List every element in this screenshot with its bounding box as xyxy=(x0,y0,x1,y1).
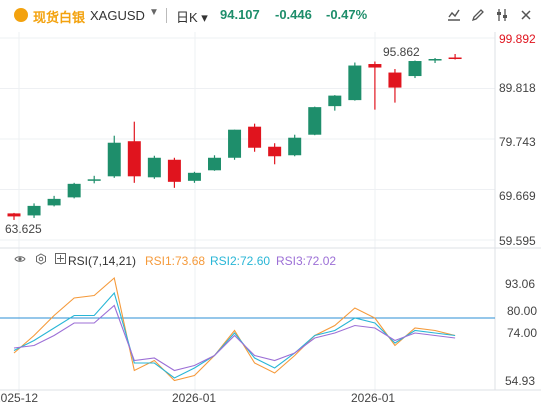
min-price-label: 63.625 xyxy=(5,222,42,236)
candle-body xyxy=(107,142,121,177)
line-chart-icon[interactable] xyxy=(444,5,464,25)
candle-body xyxy=(328,95,342,107)
candle[interactable] xyxy=(228,129,242,160)
time-tick-1: 2025-12 xyxy=(0,391,38,405)
candle-body xyxy=(27,205,41,216)
chevron-down-icon[interactable]: ▼ xyxy=(149,7,159,18)
candle[interactable] xyxy=(127,121,141,183)
rsi2-value: RSI2:72.60 xyxy=(210,254,271,268)
price-tick-4: 69.669 xyxy=(499,189,536,203)
candle-body xyxy=(167,159,181,182)
candle-body xyxy=(388,72,402,88)
symbol-code[interactable]: XAGUSD xyxy=(90,8,145,23)
candle[interactable] xyxy=(67,182,81,199)
period-label: 日K xyxy=(176,10,198,25)
candle-body xyxy=(87,179,101,181)
candle-body xyxy=(268,146,282,157)
close-icon[interactable] xyxy=(516,5,536,25)
candle[interactable] xyxy=(308,106,322,136)
rsi-legend: RSI(7,14,21) RSI1:73.68 RSI2:72.60 RSI3:… xyxy=(0,251,541,269)
candle-body xyxy=(147,157,161,178)
price-change-pct: -0.47% xyxy=(326,7,368,22)
eye-icon[interactable] xyxy=(14,253,26,268)
candle-body xyxy=(7,213,21,217)
candle[interactable] xyxy=(7,212,21,220)
max-price-label: 95.862 xyxy=(383,45,420,59)
candle[interactable] xyxy=(107,135,121,178)
price-tick-1: 99.892 xyxy=(499,32,536,46)
adjust-icon[interactable] xyxy=(492,5,512,25)
candle[interactable] xyxy=(47,195,61,207)
candle[interactable] xyxy=(288,134,302,157)
time-tick-2: 2026-01 xyxy=(172,391,216,405)
candle[interactable] xyxy=(87,175,101,184)
candle-body xyxy=(47,198,61,206)
candle[interactable] xyxy=(408,60,422,79)
candle-body xyxy=(408,61,422,77)
candle-body xyxy=(248,126,262,148)
rsi3-value: RSI3:72.02 xyxy=(276,254,337,268)
rsi-label: RSI(7,14,21) xyxy=(68,254,137,268)
price-tick-2: 89.818 xyxy=(499,81,536,95)
candle[interactable] xyxy=(27,203,41,218)
rsi-tick-2: 80.00 xyxy=(507,304,537,318)
candle-body xyxy=(428,59,442,61)
last-price: 94.107 xyxy=(220,7,260,22)
price-change: -0.446 xyxy=(275,7,312,22)
candle[interactable] xyxy=(388,69,402,103)
candle[interactable] xyxy=(428,58,442,64)
rsi1-value: RSI1:73.68 xyxy=(145,254,206,268)
candle-body xyxy=(228,129,242,158)
candle-body xyxy=(208,157,221,171)
time-tick-3: 2026-01 xyxy=(351,391,395,405)
rsi2-line xyxy=(13,291,456,379)
candle[interactable] xyxy=(187,171,201,183)
candle-body xyxy=(368,64,382,68)
pencil-icon[interactable] xyxy=(468,5,488,25)
candle-body xyxy=(448,57,462,60)
rsi3-line xyxy=(13,304,456,372)
price-tick-5: 59.595 xyxy=(499,234,536,248)
settings-icon[interactable] xyxy=(35,253,47,268)
coin-icon xyxy=(14,8,28,22)
candle-body xyxy=(308,107,322,135)
candle-body xyxy=(348,65,362,101)
rsi1-line xyxy=(13,276,456,382)
candle[interactable] xyxy=(268,143,282,165)
candle-body xyxy=(127,141,141,177)
period-selector[interactable]: 日K ▾ xyxy=(176,10,208,25)
rsi-tick-1: 93.06 xyxy=(505,277,535,291)
chart-header: 现货白银 XAGUSD ▼ 日K ▾ 94.107 -0.446 -0.47% xyxy=(0,0,541,30)
candle-body xyxy=(187,172,201,181)
candle-body xyxy=(288,137,302,156)
price-tick-3: 79.743 xyxy=(499,135,536,149)
rsi-tick-4: 54.93 xyxy=(505,374,535,388)
candle[interactable] xyxy=(167,157,181,188)
candle[interactable] xyxy=(448,54,462,60)
expand-icon[interactable] xyxy=(55,253,66,267)
candle[interactable] xyxy=(328,95,342,111)
symbol-name[interactable]: 现货白银 xyxy=(33,10,86,25)
candle[interactable] xyxy=(348,62,362,101)
candle[interactable] xyxy=(248,123,262,152)
candle[interactable] xyxy=(208,155,221,171)
divider xyxy=(166,8,167,23)
candle[interactable] xyxy=(368,61,382,110)
rsi-tick-3: 74.00 xyxy=(507,326,537,340)
candle[interactable] xyxy=(147,155,161,179)
candle-body xyxy=(67,183,81,198)
